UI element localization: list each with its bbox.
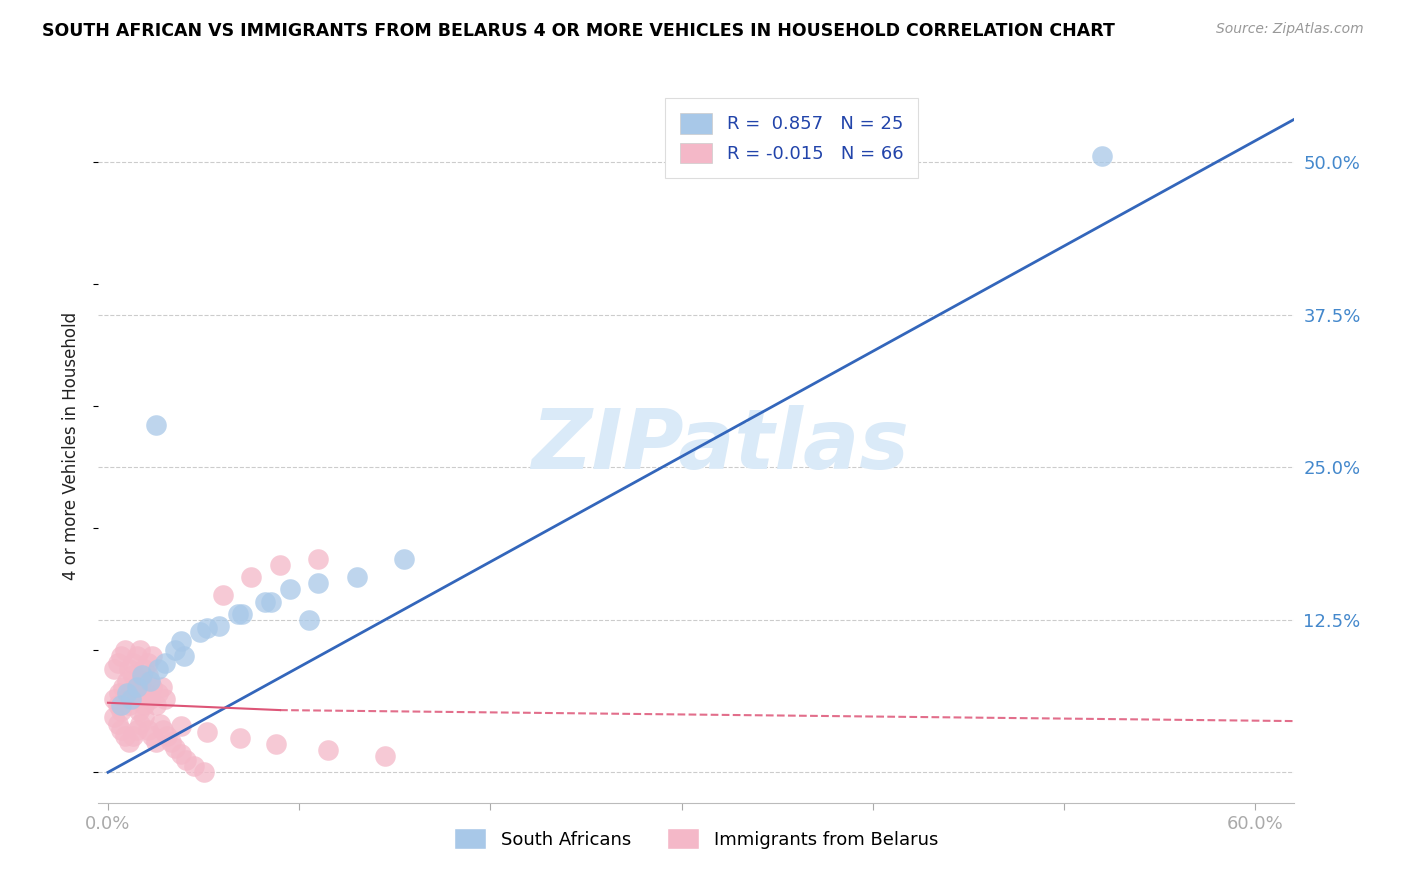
Point <box>118 662 141 676</box>
Point <box>146 686 169 700</box>
Text: Source: ZipAtlas.com: Source: ZipAtlas.com <box>1216 22 1364 37</box>
Point <box>169 747 191 761</box>
Point <box>110 649 132 664</box>
Point <box>103 710 125 724</box>
Text: ZIPatlas: ZIPatlas <box>531 406 908 486</box>
Point <box>118 698 141 713</box>
Point <box>173 649 195 664</box>
Point <box>136 723 159 737</box>
Point <box>136 656 159 670</box>
Point <box>107 656 129 670</box>
Text: SOUTH AFRICAN VS IMMIGRANTS FROM BELARUS 4 OR MORE VEHICLES IN HOUSEHOLD CORRELA: SOUTH AFRICAN VS IMMIGRANTS FROM BELARUS… <box>42 22 1115 40</box>
Point <box>1091 149 1114 163</box>
Point <box>145 735 167 749</box>
Point <box>134 698 156 713</box>
Point <box>112 680 135 694</box>
Point <box>114 692 136 706</box>
Point <box>121 656 143 670</box>
Point <box>141 649 163 664</box>
Point <box>278 582 301 597</box>
Point <box>307 576 329 591</box>
Y-axis label: 4 or more Vehicles in Household: 4 or more Vehicles in Household <box>62 312 80 580</box>
Point <box>163 740 186 755</box>
Point <box>115 673 138 688</box>
Point <box>107 716 129 731</box>
Point <box>149 716 172 731</box>
Point <box>160 735 183 749</box>
Point <box>264 737 287 751</box>
Point <box>121 729 143 743</box>
Point <box>125 649 148 664</box>
Point <box>197 725 219 739</box>
Point <box>145 698 167 713</box>
Point <box>163 643 186 657</box>
Point <box>307 551 329 566</box>
Point <box>150 680 173 694</box>
Point <box>103 662 125 676</box>
Point <box>145 417 167 432</box>
Point <box>193 765 215 780</box>
Point <box>135 686 157 700</box>
Point <box>298 613 321 627</box>
Point <box>115 686 138 700</box>
Point <box>374 749 396 764</box>
Point <box>103 692 125 706</box>
Point <box>134 662 156 676</box>
Point <box>141 729 163 743</box>
Point <box>110 698 132 713</box>
Point <box>226 607 249 621</box>
Point <box>121 667 143 681</box>
Point <box>155 656 177 670</box>
Point <box>125 680 148 694</box>
Point <box>131 667 153 681</box>
Point <box>394 551 416 566</box>
Point <box>346 570 368 584</box>
Point <box>141 680 163 694</box>
Point <box>156 729 179 743</box>
Point <box>139 692 162 706</box>
Point <box>197 621 219 635</box>
Point <box>131 673 153 688</box>
Point <box>259 594 281 608</box>
Point <box>240 570 263 584</box>
Point <box>118 735 141 749</box>
Point <box>136 667 159 681</box>
Point <box>146 662 169 676</box>
Point <box>208 619 231 633</box>
Point <box>125 723 148 737</box>
Point <box>231 607 253 621</box>
Point <box>176 753 198 767</box>
Point <box>211 589 233 603</box>
Point <box>188 625 211 640</box>
Point <box>108 686 131 700</box>
Point <box>129 716 152 731</box>
Point <box>120 686 142 700</box>
Point <box>316 743 339 757</box>
Point <box>169 719 191 733</box>
Legend: South Africans, Immigrants from Belarus: South Africans, Immigrants from Belarus <box>444 819 948 858</box>
Point <box>139 673 162 688</box>
Point <box>110 704 132 718</box>
Point <box>229 731 252 746</box>
Point <box>155 692 177 706</box>
Point <box>114 729 136 743</box>
Point <box>169 633 191 648</box>
Point <box>253 594 276 608</box>
Point <box>129 643 152 657</box>
Point <box>128 704 150 718</box>
Point <box>134 710 156 724</box>
Point <box>269 558 291 572</box>
Point <box>124 692 146 706</box>
Point <box>114 643 136 657</box>
Point <box>110 723 132 737</box>
Point <box>107 698 129 713</box>
Point <box>129 686 152 700</box>
Point <box>183 759 205 773</box>
Point <box>152 723 174 737</box>
Point <box>125 680 148 694</box>
Point <box>120 692 142 706</box>
